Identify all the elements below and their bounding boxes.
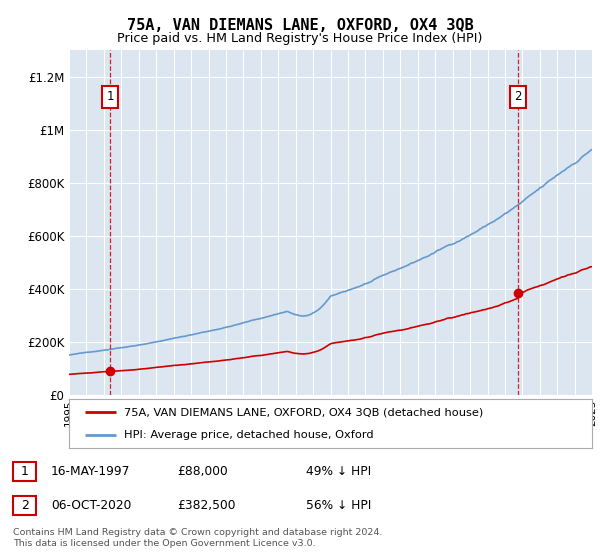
Text: 1: 1 [20,465,29,478]
Text: Contains HM Land Registry data © Crown copyright and database right 2024.
This d: Contains HM Land Registry data © Crown c… [13,528,383,548]
Text: 2: 2 [20,499,29,512]
Text: 2: 2 [515,90,522,104]
Text: HPI: Average price, detached house, Oxford: HPI: Average price, detached house, Oxfo… [124,430,374,440]
Text: £88,000: £88,000 [177,465,228,478]
Text: 56% ↓ HPI: 56% ↓ HPI [306,499,371,512]
Text: 1: 1 [107,90,114,104]
Text: 06-OCT-2020: 06-OCT-2020 [51,499,131,512]
Text: 49% ↓ HPI: 49% ↓ HPI [306,465,371,478]
Text: 75A, VAN DIEMANS LANE, OXFORD, OX4 3QB: 75A, VAN DIEMANS LANE, OXFORD, OX4 3QB [127,18,473,33]
Text: 75A, VAN DIEMANS LANE, OXFORD, OX4 3QB (detached house): 75A, VAN DIEMANS LANE, OXFORD, OX4 3QB (… [124,407,483,417]
Text: 16-MAY-1997: 16-MAY-1997 [51,465,130,478]
Text: £382,500: £382,500 [177,499,235,512]
Text: Price paid vs. HM Land Registry's House Price Index (HPI): Price paid vs. HM Land Registry's House … [118,32,482,45]
